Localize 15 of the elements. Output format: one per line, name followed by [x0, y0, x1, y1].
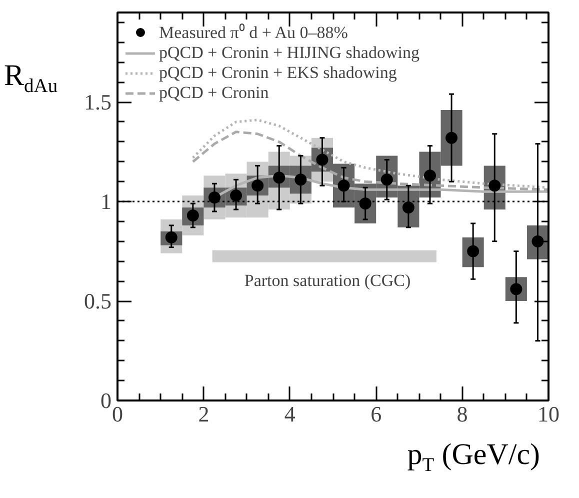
y-tick-label: 0.5 [84, 288, 112, 314]
x-axis-title: p$_{T}$ (GeV/c) [407, 437, 540, 478]
x-tick-label: 10 [538, 402, 560, 426]
y-tick-label: 1 [100, 189, 112, 214]
x-tick-label: 6 [370, 402, 382, 426]
legend-label: pQCD + Cronin [159, 83, 269, 103]
y-tick-label: 1.5 [84, 90, 112, 115]
x-tick-label: 4 [284, 402, 296, 426]
annotation: Parton saturation (CGC) [244, 271, 411, 290]
legend-label: pQCD + Cronin + EKS shadowing [159, 63, 397, 83]
x-tick-label: 8 [456, 402, 468, 426]
x-tick-label: 2 [198, 402, 210, 426]
y-axis-title: R$_{dAu}$ [4, 58, 58, 99]
legend-label: pQCD + Cronin + HIJING shadowing [159, 43, 420, 63]
legend-label: Measured π⁰ d + Au 0–88% [159, 22, 348, 43]
